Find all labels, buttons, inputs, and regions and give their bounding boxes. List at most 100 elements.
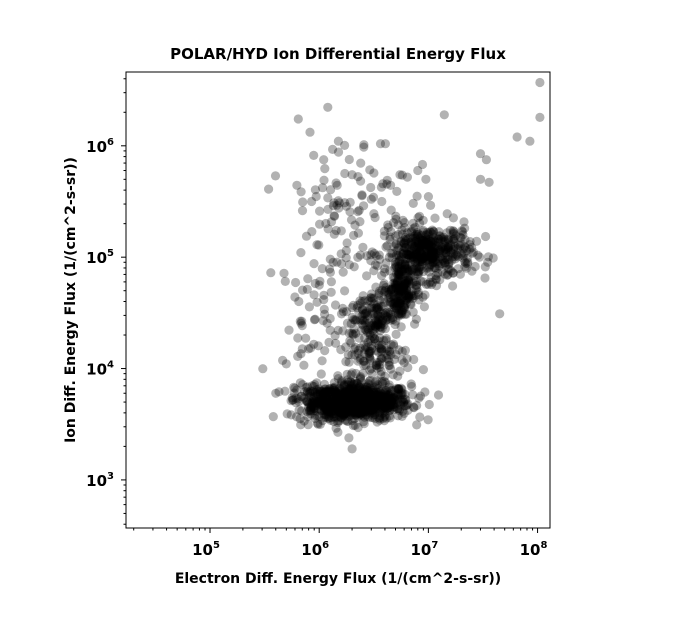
data-point <box>366 292 376 303</box>
data-point <box>341 393 351 403</box>
data-point <box>425 235 435 245</box>
data-point <box>390 385 400 395</box>
data-point <box>335 396 345 406</box>
data-point <box>411 249 421 259</box>
data-point <box>407 239 417 249</box>
data-point <box>366 194 376 204</box>
data-point <box>343 350 353 360</box>
data-point <box>298 197 308 207</box>
data-point <box>355 315 365 325</box>
data-point <box>401 401 411 411</box>
data-point <box>325 387 335 397</box>
data-point <box>341 390 351 400</box>
data-point <box>424 242 434 252</box>
data-point <box>405 294 415 304</box>
data-point <box>315 386 325 397</box>
data-point <box>378 413 388 423</box>
data-point <box>393 296 403 306</box>
data-point <box>395 366 405 376</box>
data-point <box>358 368 368 378</box>
data-point <box>401 253 411 264</box>
data-point <box>443 270 453 280</box>
data-point <box>361 391 371 401</box>
data-point <box>398 406 408 416</box>
data-point <box>322 401 332 411</box>
data-point <box>462 253 472 263</box>
data-point <box>394 261 404 271</box>
data-point <box>373 400 383 410</box>
data-point <box>403 399 413 409</box>
data-point <box>309 315 320 325</box>
data-point <box>373 383 383 393</box>
data-point <box>333 396 343 406</box>
data-point <box>373 391 383 401</box>
data-point <box>375 322 385 332</box>
data-point <box>356 353 366 363</box>
data-point <box>373 389 384 399</box>
data-point <box>334 393 344 403</box>
data-point <box>329 412 339 422</box>
data-point <box>351 398 361 408</box>
data-point <box>468 247 478 257</box>
data-point <box>331 225 341 236</box>
data-point <box>352 388 362 398</box>
data-point <box>365 390 375 400</box>
data-point <box>376 366 386 376</box>
data-point <box>342 403 352 413</box>
data-point <box>342 375 353 385</box>
data-point <box>437 254 447 264</box>
data-point <box>375 397 385 407</box>
data-point <box>320 387 330 397</box>
data-point <box>320 404 330 414</box>
data-point <box>327 397 337 407</box>
data-point <box>396 400 406 410</box>
data-point <box>437 233 447 243</box>
data-point <box>378 301 388 311</box>
data-point <box>281 359 291 369</box>
data-point <box>327 395 338 405</box>
data-point <box>330 390 340 400</box>
data-point <box>341 253 351 263</box>
data-point <box>412 252 422 262</box>
data-point <box>350 315 360 325</box>
data-point <box>444 236 454 246</box>
data-point <box>347 312 357 323</box>
data-point <box>313 389 323 399</box>
data-point <box>310 402 320 412</box>
data-point <box>327 402 337 412</box>
data-point <box>303 397 313 407</box>
data-point <box>388 400 398 410</box>
data-point <box>387 248 398 258</box>
data-point <box>392 246 402 256</box>
data-point <box>391 316 401 326</box>
data-point <box>393 280 403 290</box>
data-point <box>340 406 350 416</box>
data-point <box>349 379 359 389</box>
data-point <box>423 255 433 265</box>
data-point <box>320 346 330 356</box>
data-point <box>368 398 378 408</box>
data-point <box>361 391 371 402</box>
data-point <box>411 263 421 273</box>
data-point <box>391 214 401 224</box>
data-point <box>347 378 357 388</box>
data-point <box>347 407 357 417</box>
data-point <box>345 406 355 416</box>
data-point <box>389 402 399 412</box>
data-point <box>333 392 343 402</box>
data-point <box>384 360 394 370</box>
data-point <box>398 249 408 259</box>
data-point <box>423 249 433 259</box>
data-point <box>323 406 334 417</box>
data-point <box>341 357 351 367</box>
data-point <box>353 348 363 358</box>
data-point <box>397 267 407 277</box>
data-point <box>418 240 429 250</box>
data-point <box>393 264 403 274</box>
data-point <box>366 385 376 395</box>
data-point <box>343 416 353 426</box>
data-point <box>352 393 362 403</box>
plot-area-frame <box>125 71 551 529</box>
data-point <box>387 394 397 404</box>
data-point <box>352 399 362 409</box>
